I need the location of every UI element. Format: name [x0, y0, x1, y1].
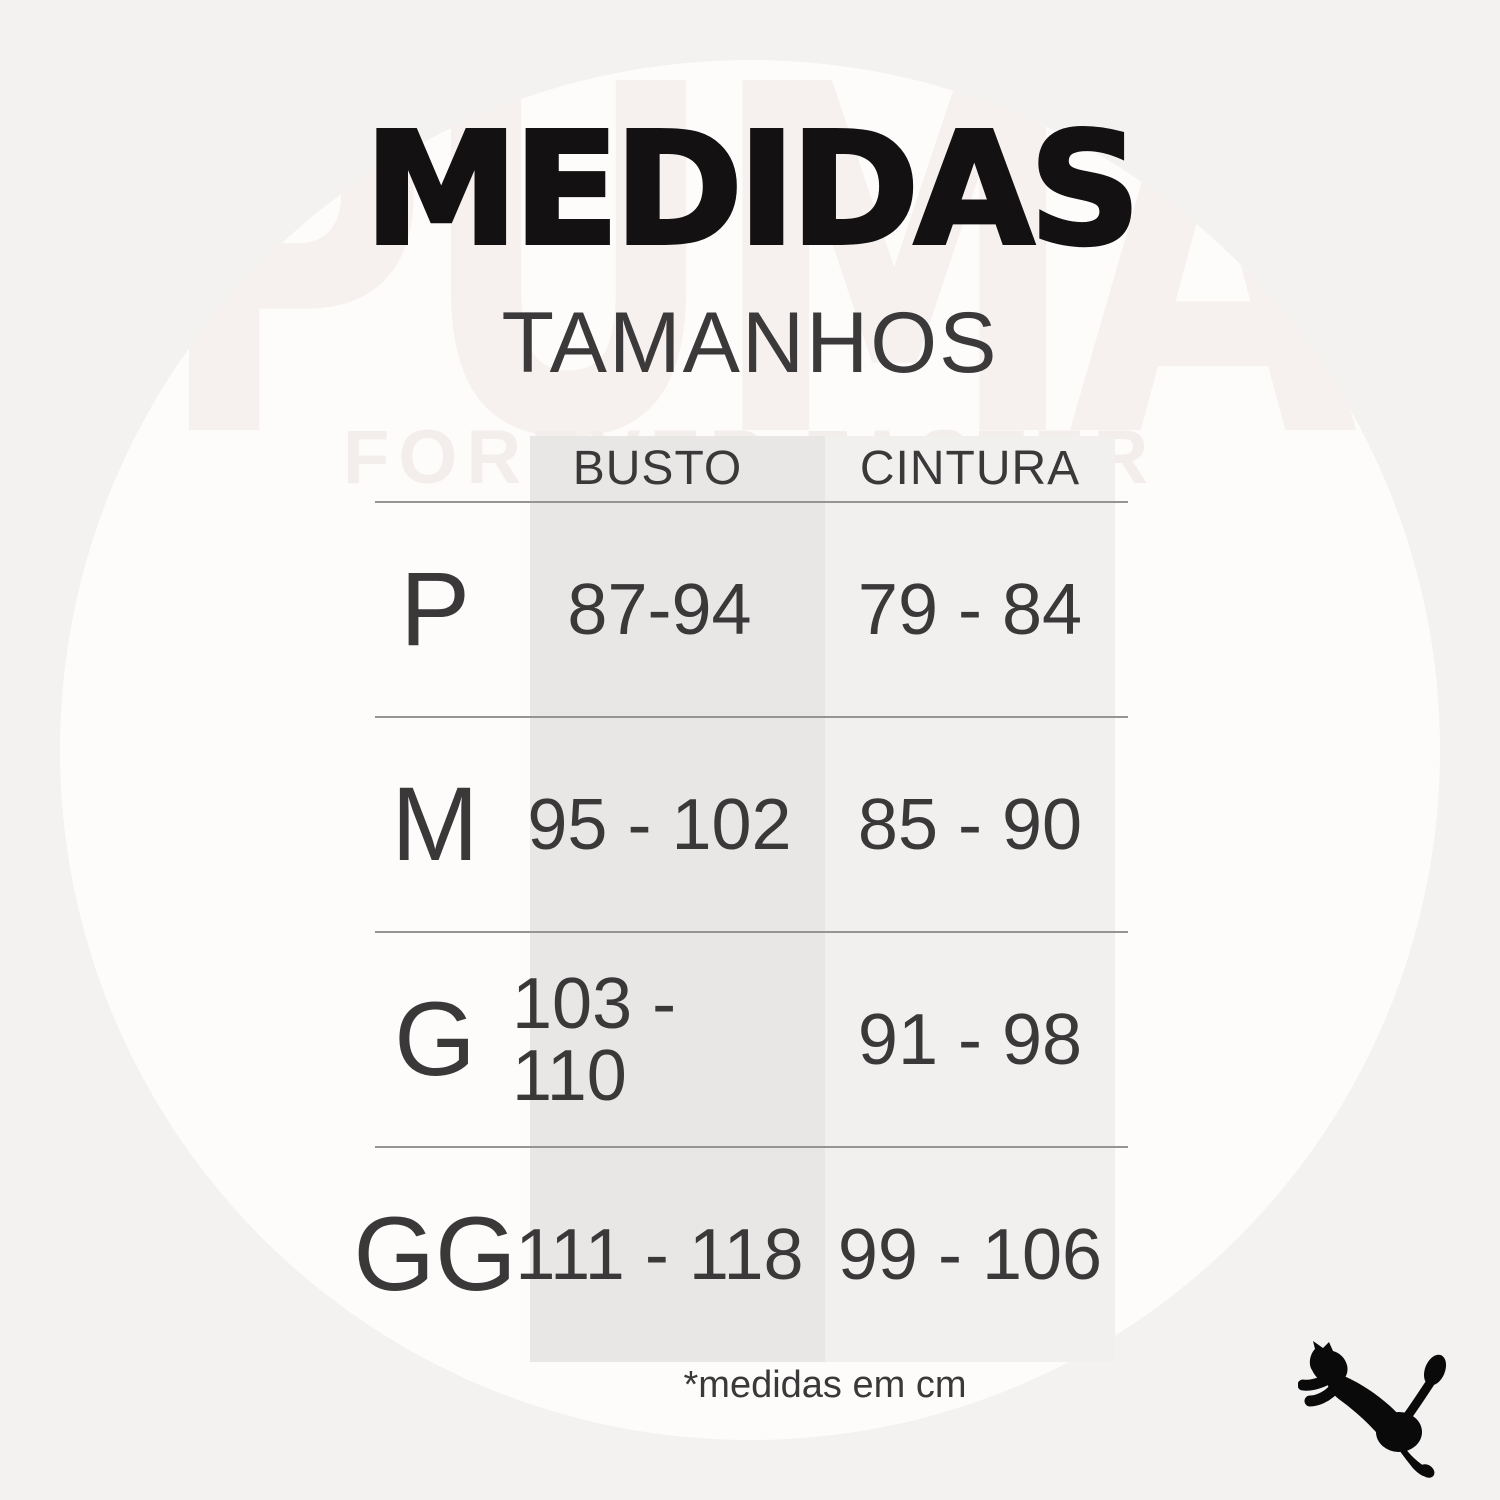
cat-tail-tip	[1423, 1354, 1447, 1386]
cintura-value-gg: 99 - 106	[837, 1214, 1103, 1295]
row-divider	[375, 716, 1128, 718]
cat-foreleg-lower	[1304, 1385, 1338, 1407]
measurements-footnote: *medidas em cm	[683, 1363, 967, 1406]
watermark-brand-text: PUMA	[154, 60, 1358, 544]
cat-hindpaw	[1419, 1464, 1435, 1478]
column-header-busto: BUSTO	[572, 442, 743, 495]
row-divider	[375, 501, 1128, 503]
cat-foreleg-upper	[1298, 1374, 1332, 1391]
busto-value-p: 87-94	[567, 569, 752, 650]
row-divider	[375, 1146, 1128, 1148]
cat-tail	[1399, 1378, 1435, 1426]
size-label-p: P	[399, 551, 471, 668]
row-divider	[375, 931, 1128, 933]
puma-cat-logo	[1298, 1341, 1447, 1478]
busto-value-g: 103 - 110	[512, 963, 677, 1116]
page-title: MEDIDAS	[362, 99, 1143, 280]
size-label-gg: GG	[353, 1196, 517, 1313]
busto-column-band	[530, 436, 825, 1362]
cintura-column-band	[825, 436, 1115, 1362]
cat-haunch	[1376, 1412, 1422, 1452]
busto-value-gg: 111 - 118	[515, 1214, 804, 1295]
size-label-m: M	[391, 766, 479, 883]
column-header-cintura: CINTURA	[859, 442, 1081, 495]
page-subtitle: TAMANHOS	[501, 295, 999, 391]
busto-value-m: 95 - 102	[527, 784, 792, 865]
size-label-g: G	[394, 981, 476, 1098]
cintura-value-g: 91 - 98	[857, 999, 1083, 1080]
cintura-value-m: 85 - 90	[857, 784, 1083, 865]
cintura-value-p: 79 - 84	[857, 569, 1083, 650]
